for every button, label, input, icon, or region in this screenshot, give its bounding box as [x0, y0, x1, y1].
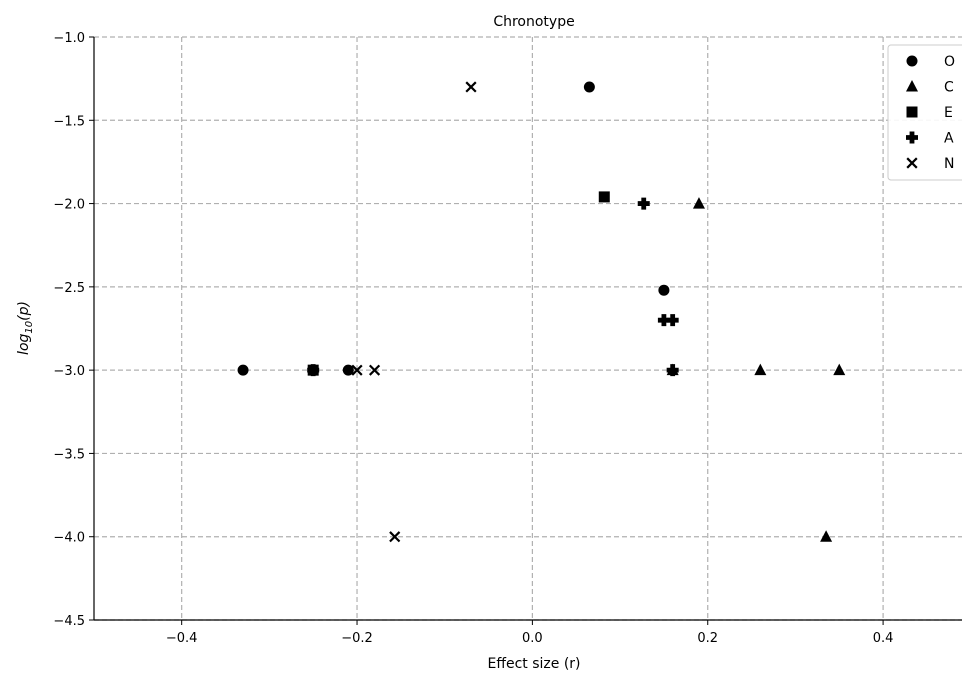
y-tick-label: −1.5 — [53, 114, 85, 129]
data-point-c — [820, 530, 833, 542]
legend-marker-c — [906, 80, 918, 92]
data-point-a — [657, 314, 670, 327]
chart-title: Chronotype — [493, 14, 574, 30]
data-point-o — [237, 364, 249, 376]
y-tick-label: −3.5 — [53, 447, 85, 462]
x-tick-label: 0.0 — [522, 631, 543, 646]
data-point-n — [351, 364, 363, 376]
data-point-n — [465, 81, 477, 93]
data-point-o — [583, 81, 595, 93]
y-tick-label: −2.5 — [53, 281, 85, 296]
legend-label-c: C — [944, 80, 954, 96]
x-axis-label: Effect size (r) — [487, 656, 580, 672]
data-point-c — [692, 197, 705, 209]
data-point-a — [666, 364, 679, 377]
legend-label-e: E — [944, 105, 953, 121]
legend-label-a: A — [944, 131, 954, 147]
tick-labels: −0.4 −0.2 0.0 0.2 0.4 −1.0 −1.5 −2.0 −2.5 −3.0 −3.… — [53, 31, 893, 646]
y-axis-label-base: log — [16, 333, 32, 354]
y-tick-label: −4.5 — [53, 614, 85, 629]
data-point-o — [658, 284, 670, 296]
x-tick-label: −0.2 — [341, 631, 373, 646]
legend-box — [887, 44, 962, 181]
y-tick-label: −1.0 — [53, 31, 85, 46]
legend-marker-e — [906, 106, 918, 118]
legend-label-n: N — [944, 156, 954, 172]
y-tick-label: −4.0 — [53, 531, 85, 546]
legend-marker-o — [906, 55, 918, 67]
legend-marker-a — [906, 131, 918, 144]
legend-label-o: O — [944, 54, 955, 70]
y-axis-label-subscript: 10 — [24, 321, 35, 334]
data-point-e — [598, 191, 610, 203]
legend-marker-n — [906, 157, 918, 169]
grid — [94, 36, 962, 621]
data-points — [237, 81, 846, 543]
x-tick-label: 0.4 — [873, 631, 894, 646]
data-point-c — [833, 363, 846, 376]
y-axis-label-argument: (p) — [16, 301, 32, 321]
y-tick-label: −2.0 — [53, 198, 85, 213]
x-tick-label: −0.4 — [166, 631, 198, 646]
data-point-o — [342, 364, 354, 376]
data-point-n — [368, 364, 381, 376]
data-point-a — [307, 364, 320, 377]
y-axis-label: log10(p) — [16, 301, 35, 355]
axes — [89, 36, 962, 625]
data-point-a — [637, 197, 650, 210]
y-tick-label: −3.0 — [53, 364, 85, 379]
data-point-n — [389, 531, 401, 543]
data-point-a — [666, 314, 679, 327]
data-point-c — [754, 363, 767, 376]
x-tick-label: 0.2 — [697, 631, 718, 646]
